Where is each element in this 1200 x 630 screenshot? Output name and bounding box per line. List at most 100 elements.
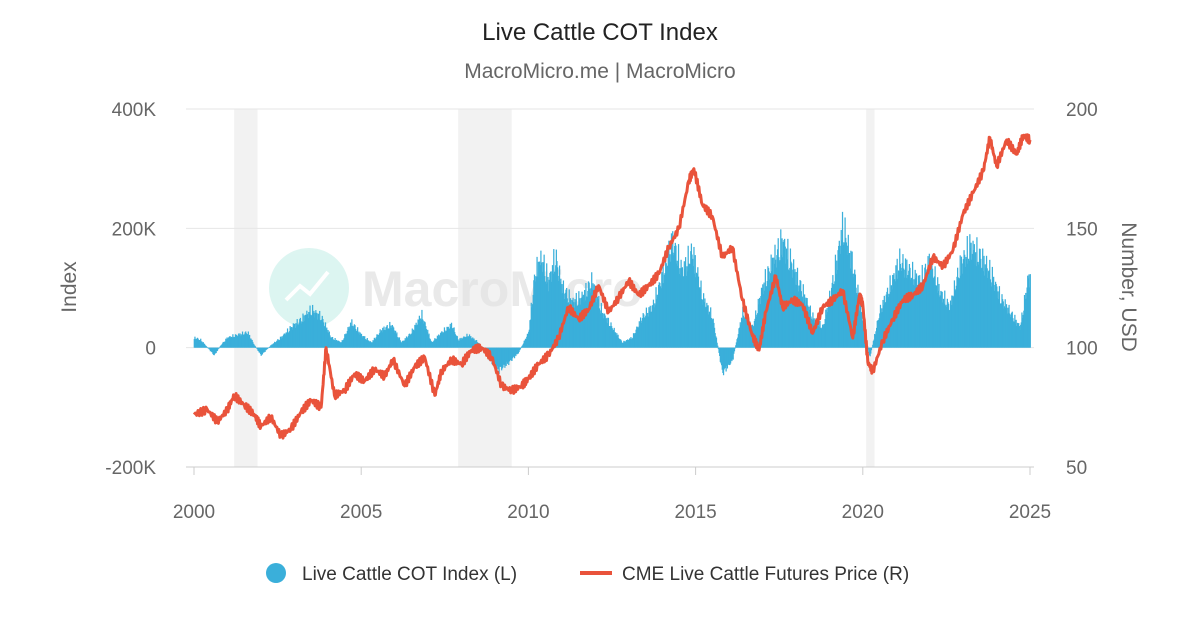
cot-index-bar [994,281,997,348]
cot-index-bar [567,302,570,348]
cot-index-bar [629,338,631,348]
cot-index-bar [825,309,827,348]
cot-index-bar [737,337,739,348]
cot-index-bar [619,339,621,348]
cot-index-bar [695,272,698,348]
cot-index-bar [454,332,456,348]
cot-index-bar [516,347,518,355]
cot-index-bar [246,334,248,348]
cot-index-bar [982,271,984,348]
cot-index-bar [407,337,409,348]
cot-index-bar [232,334,234,348]
cot-index-bar [637,326,639,348]
cot-index-bar [468,336,470,348]
cot-index-bar [306,314,309,348]
cot-index-bar [396,332,398,348]
cot-index-bar [405,339,407,348]
cot-index-bar [395,333,397,348]
cot-index-bar [857,284,859,348]
cot-index-bar [358,331,360,348]
cot-index-bar [253,344,255,348]
cot-index-bar [560,278,562,348]
cot-index-bar [744,314,747,348]
cot-index-bar [457,340,460,348]
legend-item-futures-price[interactable]: CME Live Cattle Futures Price (R) [580,564,909,585]
cot-index-bar [292,323,294,348]
cot-index-bar [632,333,635,348]
cot-index-bar [707,305,709,348]
cot-index-bar [369,341,372,348]
cot-index-bar [980,258,982,348]
cot-index-bar [967,258,970,348]
cot-index-bar [1020,324,1022,348]
cot-index-bar [539,265,541,348]
cot-index-bar [223,342,225,348]
cot-index-bar [362,337,364,348]
cot-index-bar [353,325,355,348]
cot-index-bar [706,305,709,348]
cot-index-bar [459,340,462,348]
cot-index-bar [922,279,925,348]
cot-index-bar [458,340,460,348]
cot-index-bar [892,274,894,348]
y-right-tick-label: 100 [1066,339,1098,360]
cot-index-bar [973,249,975,348]
cot-index-bar [574,299,576,348]
cot-index-bar [291,329,293,348]
cot-index-bar [913,285,916,348]
cot-index-bar [559,282,561,348]
cot-index-bar [690,243,693,348]
cot-index-bar [465,336,467,348]
cot-index-bar [625,341,627,348]
cot-index-bar [319,320,321,348]
cot-index-bar [1029,274,1031,348]
cot-index-bar [598,296,600,348]
cot-index-bar [969,234,971,348]
cot-index-bar [254,345,256,348]
cot-index-bar [268,347,270,348]
cot-index-bar [214,347,216,354]
cot-index-bar [494,347,496,368]
cot-index-bar [604,315,606,348]
cot-index-bar [227,338,229,348]
x-tick-label: 2020 [842,502,884,523]
cot-index-bar [624,341,626,348]
cot-index-bar [966,258,968,348]
cot-index-bar [359,332,361,348]
cot-index-bar [939,297,941,348]
cot-index-bar [935,285,937,348]
cot-index-bar [348,326,350,348]
cot-index-bar [828,302,830,348]
cot-index-bar [964,266,966,348]
cot-index-bar [378,333,381,348]
cot-index-bar [871,347,873,348]
cot-index-bar [1012,321,1015,348]
cot-index-bar [414,325,417,348]
cot-index-bar [858,301,860,348]
cot-index-bar [985,255,988,348]
cot-index-bar [1023,310,1025,348]
cot-index-bar [239,333,241,348]
cot-index-bar [975,266,977,348]
cot-index-bar [259,347,262,355]
cot-index-bar [648,307,650,348]
legend-item-cot-index[interactable]: Live Cattle COT Index (L) [266,563,517,585]
cot-index-bar [670,233,673,348]
cot-index-bar [447,327,449,348]
cot-index-bar [553,271,556,348]
cot-index-bar [261,347,264,355]
cot-index-bar [675,245,677,348]
cot-index-bar [463,336,466,348]
cot-index-bar [679,275,682,348]
cot-index-bar [594,291,596,348]
cot-index-bar [627,339,629,348]
cot-index-bar [596,296,599,348]
cot-index-bar [739,322,741,348]
cot-index-bar [744,317,746,348]
cot-index-bar [879,313,881,348]
cot-index-bar [354,325,356,348]
cot-index-bar [313,310,315,348]
cot-index-bar [430,340,432,348]
cot-index-bar [689,263,691,348]
cot-index-bar [634,333,637,348]
